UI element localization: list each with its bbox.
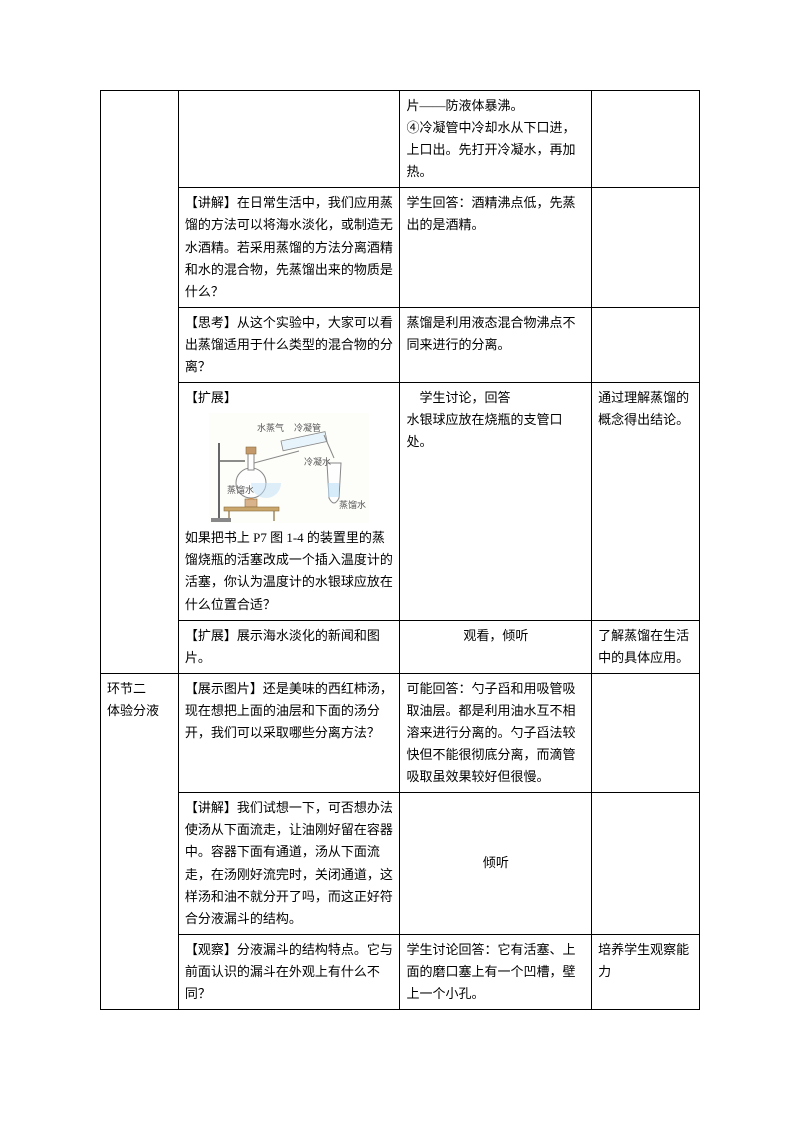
teacher-activity-cell: 【讲解】我们试想一下，可否想办法使汤从下面流走，让油刚好留在容器中。容器下面有通… [178, 793, 400, 935]
cell-text: 如果把书上 P7 图 1-4 的装置里的蒸馏烧瓶的活塞改成一个插入温度计的活塞，… [185, 527, 394, 615]
student-activity-cell: 学生讨论回答：它有活塞、上面的磨口塞上有一个凹槽，壁上一个小孔。 [400, 934, 592, 1009]
intent-cell [592, 91, 700, 188]
teacher-activity-cell: 【扩展】展示海水淡化的新闻和图片。 [178, 620, 400, 673]
lesson-table: 片——防液体暴沸。④冷凝管中冷却水从下口进，上口出。先打开冷凝水，再加热。【讲解… [100, 90, 700, 1010]
table-row: 【扩展】 水蒸气 冷凝管 冷凝水 蒸馏水 蒸馏水 如果把书上 P7 图 1-4 … [101, 383, 700, 620]
teacher-activity-cell: 【观察】分液漏斗的结构特点。它与前面认识的漏斗在外观上有什么不同？ [178, 934, 400, 1009]
table-row: 环节二体验分液【展示图片】还是美味的西红柿汤，现在想把上面的油层和下面的汤分开，… [101, 673, 700, 792]
table-row: 【观察】分液漏斗的结构特点。它与前面认识的漏斗在外观上有什么不同？学生讨论回答：… [101, 934, 700, 1009]
student-activity-cell: 倾听 [400, 793, 592, 935]
stage-cell [101, 91, 179, 674]
student-activity-cell: 学生回答：酒精沸点低，先蒸出的是酒精。 [400, 188, 592, 307]
table-row: 【扩展】展示海水淡化的新闻和图片。观看，倾听了解蒸馏在生活中的具体应用。 [101, 620, 700, 673]
table-row: 片——防液体暴沸。④冷凝管中冷却水从下口进，上口出。先打开冷凝水，再加热。 [101, 91, 700, 188]
distillation-diagram: 水蒸气 冷凝管 冷凝水 蒸馏水 蒸馏水 [209, 413, 369, 523]
intent-cell [592, 307, 700, 382]
svg-text:蒸馏水: 蒸馏水 [227, 484, 254, 495]
student-activity-cell: 片——防液体暴沸。④冷凝管中冷却水从下口进，上口出。先打开冷凝水，再加热。 [400, 91, 592, 188]
teacher-activity-cell: 【展示图片】还是美味的西红柿汤，现在想把上面的油层和下面的汤分开，我们可以采取哪… [178, 673, 400, 792]
student-activity-cell: 蒸馏是利用液态混合物沸点不同来进行的分离。 [400, 307, 592, 382]
intent-cell [592, 188, 700, 307]
student-activity-cell: 可能回答：勺子舀和用吸管吸取油层。都是利用油水互不相溶来进行分离的。勺子舀法较快… [400, 673, 592, 792]
intent-cell [592, 793, 700, 935]
teacher-activity-cell: 【思考】从这个实验中，大家可以看出蒸馏适用于什么类型的混合物的分离？ [178, 307, 400, 382]
svg-text:冷凝水: 冷凝水 [304, 456, 331, 467]
intent-cell [592, 673, 700, 792]
teacher-activity-cell: 【扩展】 水蒸气 冷凝管 冷凝水 蒸馏水 蒸馏水 如果把书上 P7 图 1-4 … [178, 383, 400, 620]
cell-text: 【扩展】 [185, 387, 394, 409]
svg-text:蒸馏水: 蒸馏水 [339, 499, 366, 510]
student-activity-cell: 学生讨论，回答水银球应放在烧瓶的支管口处。 [400, 383, 592, 620]
intent-cell: 了解蒸馏在生活中的具体应用。 [592, 620, 700, 673]
table-row: 【讲解】在日常生活中，我们应用蒸馏的方法可以将海水淡化，或制造无水酒精。若采用蒸… [101, 188, 700, 307]
intent-cell: 通过理解蒸馏的概念得出结论。 [592, 383, 700, 620]
teacher-activity-cell [178, 91, 400, 188]
teacher-activity-cell: 【讲解】在日常生活中，我们应用蒸馏的方法可以将海水淡化，或制造无水酒精。若采用蒸… [178, 188, 400, 307]
table-row: 【思考】从这个实验中，大家可以看出蒸馏适用于什么类型的混合物的分离？蒸馏是利用液… [101, 307, 700, 382]
student-activity-cell: 观看，倾听 [400, 620, 592, 673]
intent-cell: 培养学生观察能力 [592, 934, 700, 1009]
svg-text:冷凝管: 冷凝管 [294, 422, 321, 433]
svg-text:水蒸气: 水蒸气 [257, 422, 284, 433]
stage-cell: 环节二体验分液 [101, 673, 179, 1009]
table-row: 【讲解】我们试想一下，可否想办法使汤从下面流走，让油刚好留在容器中。容器下面有通… [101, 793, 700, 935]
